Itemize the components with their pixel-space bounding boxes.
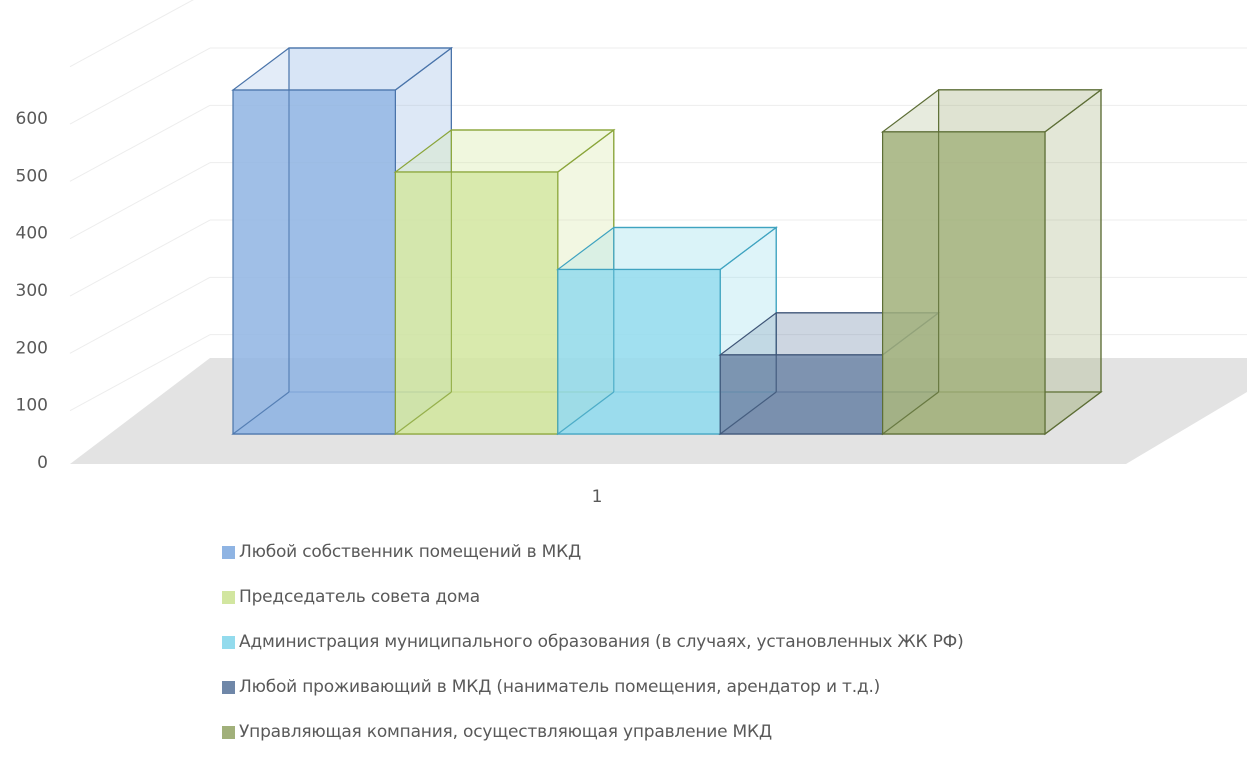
y-tick-label: 500 <box>16 166 48 186</box>
legend-label: Администрация муниципального образования… <box>239 632 964 652</box>
bar-front-face <box>557 268 721 435</box>
gridline-side <box>69 47 211 125</box>
legend-swatch <box>222 635 235 649</box>
legend-label: Любой собственник помещений в МКД <box>239 542 582 562</box>
gridline-side <box>69 219 211 297</box>
legend-item: Управляющая компания, осуществляющая упр… <box>222 715 1222 749</box>
bar-edge <box>882 391 939 435</box>
legend-swatch <box>222 680 235 694</box>
legend-label: Председатель совета дома <box>239 587 480 607</box>
bar-front-face <box>881 131 1046 435</box>
y-tick-label: 600 <box>16 109 48 129</box>
legend-item: Любой проживающий в МКД (наниматель поме… <box>222 670 1222 704</box>
gridline-side <box>69 0 194 68</box>
bar-edge <box>232 391 290 435</box>
bar-side-face <box>1044 88 1102 436</box>
y-tick-label: 100 <box>16 396 48 416</box>
legend-swatch <box>222 590 235 604</box>
legend: Любой собственник помещений в МКД Председ… <box>222 535 1222 760</box>
gridline-side <box>69 104 211 182</box>
bar-edge <box>557 391 615 435</box>
y-tick-label: 300 <box>16 281 48 301</box>
legend-label: Любой проживающий в МКД (наниматель поме… <box>239 677 881 697</box>
x-axis-ticks: 1 <box>592 487 603 507</box>
bar-front-face <box>719 354 884 435</box>
bars <box>231 46 1103 436</box>
legend-item: Председатель совета дома <box>222 580 1222 614</box>
legend-label: Управляющая компания, осуществляющая упр… <box>239 722 772 742</box>
bar-5 <box>880 88 1103 436</box>
y-tick-label: 0 <box>37 453 48 473</box>
bar-edge <box>719 391 777 435</box>
legend-item: Любой собственник помещений в МКД <box>222 535 1222 569</box>
y-tick-label: 200 <box>16 338 48 358</box>
gridline-side <box>69 334 211 412</box>
y-axis-ticks: 0 100 200 300 400 500 600 <box>16 109 48 473</box>
legend-item: Администрация муниципального образования… <box>222 625 1222 659</box>
x-tick-label: 1 <box>592 487 603 507</box>
bar-front-face <box>394 171 559 435</box>
legend-swatch <box>222 725 235 739</box>
bar-edge <box>395 391 452 435</box>
gridline-side <box>69 276 211 354</box>
y-tick-label: 400 <box>16 224 48 244</box>
chart-plot: 0 100 200 300 400 500 600 1 <box>16 0 1247 507</box>
gridline-side <box>69 162 211 240</box>
bar-front-face <box>232 89 396 435</box>
legend-swatch <box>222 545 235 559</box>
